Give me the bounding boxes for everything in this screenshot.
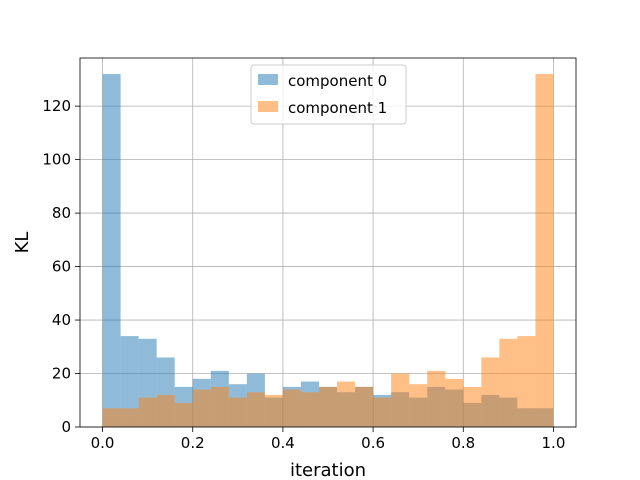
bar-series-1-bin-23: [517, 336, 536, 427]
y-tick-label-2: 40: [52, 311, 71, 329]
bar-series-0-bin-1: [120, 336, 139, 427]
x-tick-label-2: 0.4: [271, 434, 295, 452]
legend-swatch-component-1: [258, 101, 278, 112]
bars: [102, 74, 554, 427]
y-tick-label-0: 0: [61, 418, 71, 436]
plot-frame: [79, 57, 577, 428]
bar-series-1-bin-15: [373, 397, 392, 427]
bar-series-1-bin-14: [355, 386, 374, 427]
x-tick-label-1: 0.2: [181, 434, 205, 452]
bar-series-1-bin-3: [156, 394, 175, 427]
legend-label-component-0: component 0: [288, 72, 387, 90]
legend-swatch-component-0: [258, 74, 278, 85]
bar-series-1-bin-6: [210, 386, 229, 427]
bar-series-1-bin-2: [138, 397, 157, 427]
bar-series-1-bin-12: [318, 386, 338, 427]
bar-series-1-bin-10: [282, 389, 301, 427]
bar-series-1-bin-5: [192, 389, 211, 427]
x-axis-label: iteration: [290, 460, 366, 480]
bar-series-1-bin-24: [535, 74, 554, 427]
axis-ticks: 0.0 0.2 0.4 0.6 0.8 1.0 0 20 40 60 80 100 120: [42, 97, 565, 452]
bar-series-1-bin-11: [300, 392, 319, 427]
bar-series-1-bin-4: [174, 402, 193, 427]
bar-series-1-bin-9: [264, 394, 283, 427]
y-tick-label-6: 120: [42, 97, 71, 115]
bar-series-1-bin-22: [499, 338, 518, 427]
y-tick-label-1: 20: [52, 365, 71, 383]
bar-series-1-bin-20: [463, 386, 482, 427]
legend: component 0 component 1: [250, 64, 407, 125]
x-tick-label-4: 0.8: [451, 434, 475, 452]
y-tick-label-3: 60: [52, 258, 71, 276]
bar-series-1-bin-18: [427, 370, 446, 427]
bar-series-1-bin-1: [120, 408, 139, 427]
y-tick-label-5: 100: [42, 151, 71, 169]
y-axis-label: KL: [12, 232, 33, 254]
x-tick-label-3: 0.6: [361, 434, 385, 452]
bar-series-1-bin-7: [228, 397, 247, 427]
y-tick-label-4: 80: [52, 204, 71, 222]
bar-series-1-bin-19: [445, 378, 464, 427]
bar-series-1-bin-16: [391, 373, 410, 427]
x-tick-label-5: 1.0: [542, 434, 566, 452]
bar-series-1-bin-8: [246, 392, 265, 427]
legend-label-component-1: component 1: [288, 99, 387, 117]
legend-box: [250, 64, 407, 125]
bar-series-1-bin-17: [409, 384, 428, 427]
bar-series-1-bin-13: [337, 381, 356, 427]
bar-series-0-bin-0: [102, 74, 121, 427]
x-tick-label-0: 0.0: [91, 434, 115, 452]
bar-series-1-bin-0: [102, 408, 121, 427]
bar-series-1-bin-21: [481, 357, 500, 427]
